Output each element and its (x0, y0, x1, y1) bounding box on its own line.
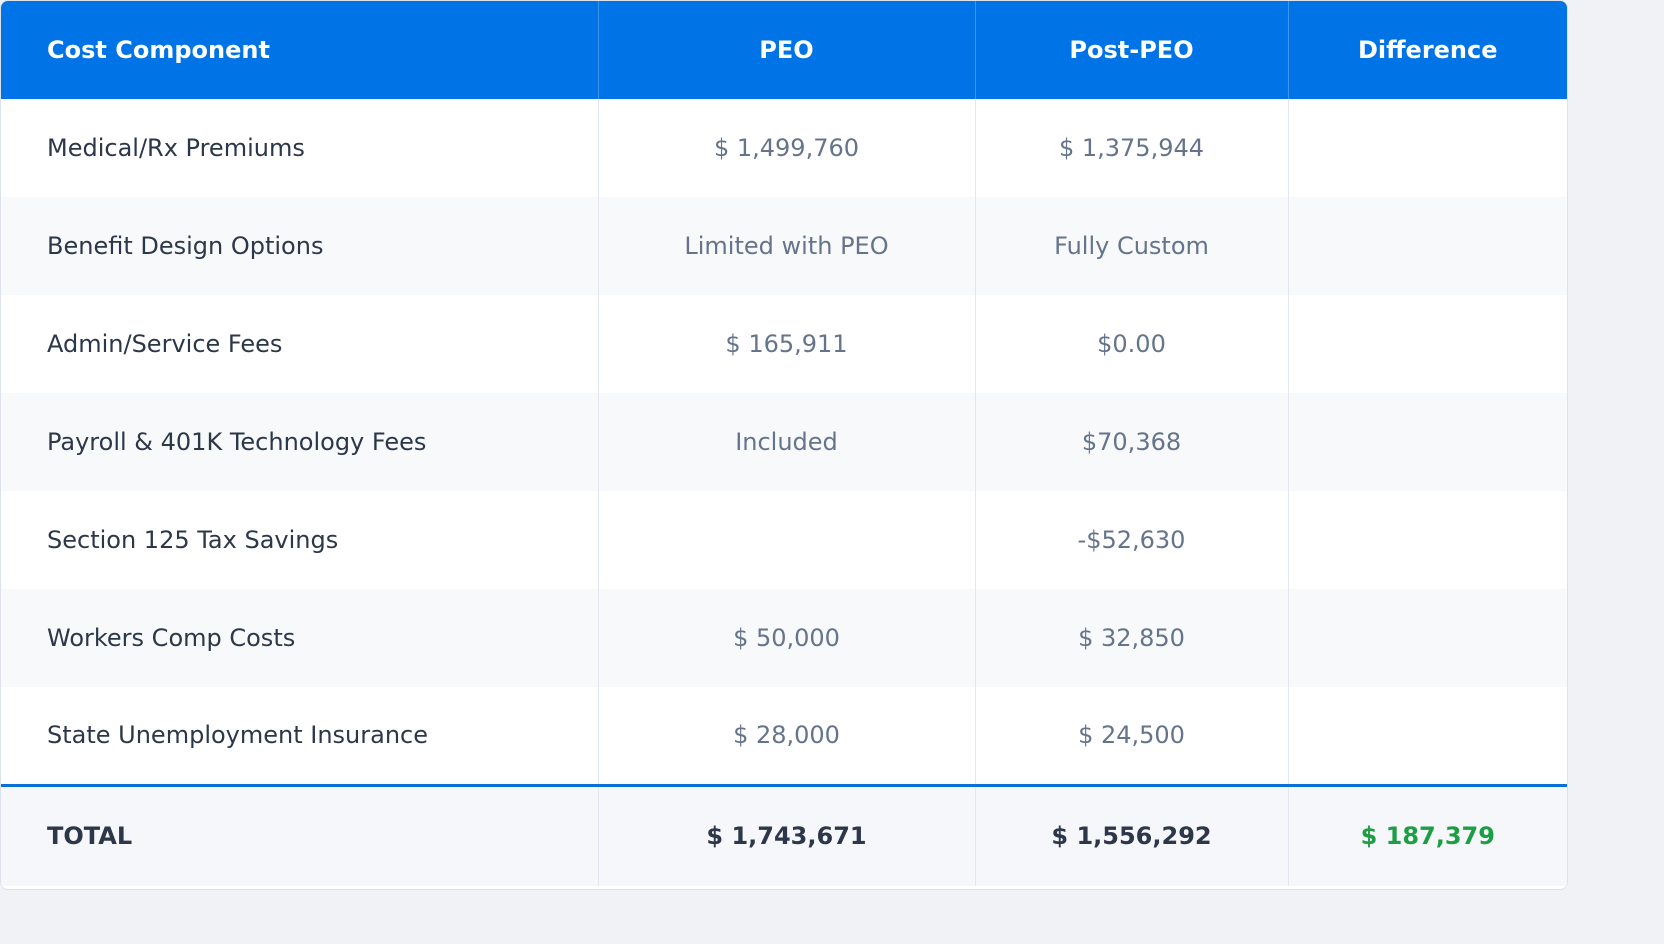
cell-difference (1288, 197, 1567, 295)
cell-peo: $ 165,911 (598, 295, 976, 393)
cost-comparison-table: Cost Component PEO Post-PEO Difference M… (1, 1, 1567, 886)
header-cost-component: Cost Component (1, 1, 599, 99)
header-difference: Difference (1357, 36, 1498, 64)
total-label: TOTAL (1, 785, 599, 886)
table-row: State Unemployment Insurance $ 28,000 $ … (1, 687, 1567, 785)
cell-component: Benefit Design Options (1, 197, 599, 295)
cell-difference (1288, 589, 1567, 687)
cost-comparison-card: Cost Component PEO Post-PEO Difference M… (0, 0, 1568, 890)
table-row: Medical/Rx Premiums $ 1,499,760 $ 1,375,… (1, 99, 1567, 197)
cell-post-peo: $0.00 (975, 295, 1289, 393)
total-difference: $ 187,379 (1360, 822, 1495, 851)
table-row: Admin/Service Fees $ 165,911 $0.00 (1, 295, 1567, 393)
cell-peo: $ 1,499,760 (598, 99, 976, 197)
cell-post-peo: Fully Custom (975, 197, 1289, 295)
table-header: Cost Component PEO Post-PEO Difference (1, 1, 1567, 99)
cell-component: Admin/Service Fees (1, 295, 599, 393)
cell-post-peo: $ 32,850 (975, 589, 1289, 687)
cell-post-peo: -$52,630 (975, 491, 1289, 589)
cell-peo: Limited with PEO (598, 197, 976, 295)
cell-component: Section 125 Tax Savings (1, 491, 599, 589)
header-peo: PEO (598, 1, 976, 99)
cell-peo (598, 491, 976, 589)
cell-difference (1288, 687, 1567, 785)
cell-peo: Included (598, 393, 976, 491)
cell-post-peo: $ 24,500 (975, 687, 1289, 785)
total-post-peo: $ 1,556,292 (975, 785, 1289, 886)
total-row: TOTAL $ 1,743,671 $ 1,556,292 $ 187,379 (1, 785, 1567, 886)
cell-component: State Unemployment Insurance (1, 687, 599, 785)
table-body: Medical/Rx Premiums $ 1,499,760 $ 1,375,… (1, 99, 1567, 886)
table-row: Workers Comp Costs $ 50,000 $ 32,850 (1, 589, 1567, 687)
cell-difference (1288, 295, 1567, 393)
cell-peo: $ 50,000 (598, 589, 976, 687)
table-row: Section 125 Tax Savings -$52,630 (1, 491, 1567, 589)
header-row: Cost Component PEO Post-PEO Difference (1, 1, 1567, 99)
cell-difference (1288, 393, 1567, 491)
cell-difference (1288, 99, 1567, 197)
cell-peo: $ 28,000 (598, 687, 976, 785)
cell-component: Workers Comp Costs (1, 589, 599, 687)
table-row: Benefit Design Options Limited with PEO … (1, 197, 1567, 295)
total-peo: $ 1,743,671 (598, 785, 976, 886)
cell-post-peo: $70,368 (975, 393, 1289, 491)
header-post-peo: Post-PEO (975, 1, 1289, 99)
cell-component: Medical/Rx Premiums (1, 99, 599, 197)
table-row: Payroll & 401K Technology Fees Included … (1, 393, 1567, 491)
cell-component: Payroll & 401K Technology Fees (1, 393, 599, 491)
cell-difference (1288, 491, 1567, 589)
cell-post-peo: $ 1,375,944 (975, 99, 1289, 197)
